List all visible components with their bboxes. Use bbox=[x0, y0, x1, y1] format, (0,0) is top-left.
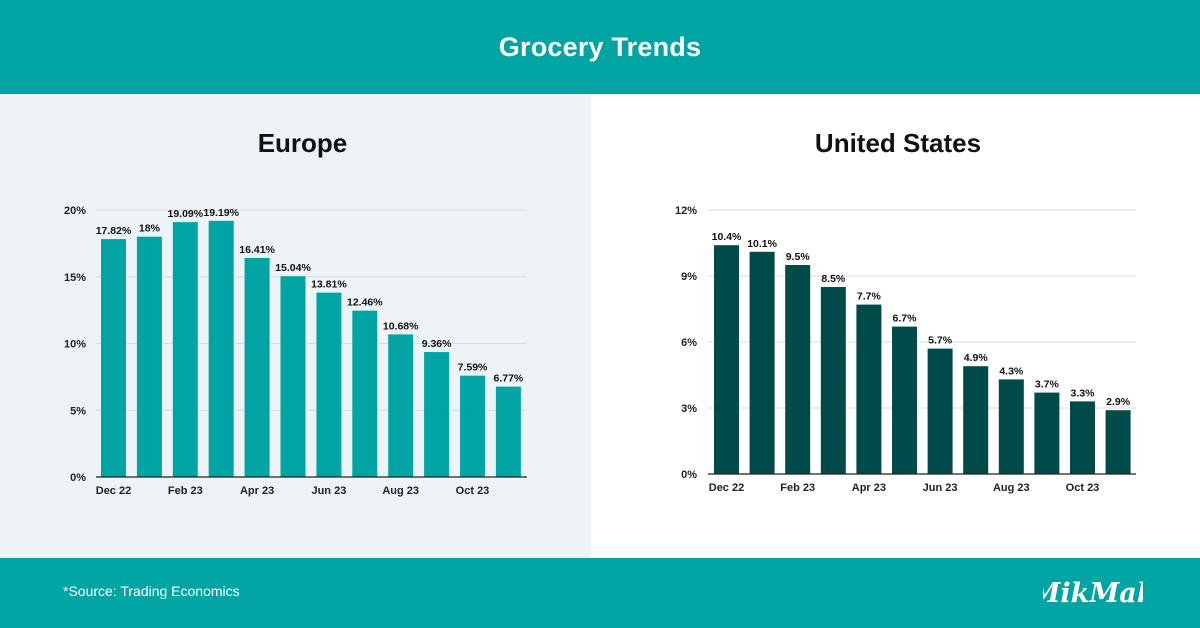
footer-banner: *Source: Trading Economics MikMak bbox=[0, 558, 1200, 628]
data-label: 9.5% bbox=[786, 251, 811, 263]
bar bbox=[714, 245, 739, 474]
y-tick-label: 20% bbox=[64, 205, 86, 217]
bar bbox=[785, 265, 811, 474]
source-note: *Source: Trading Economics bbox=[63, 583, 240, 599]
page-title: Grocery Trends bbox=[498, 31, 702, 62]
x-tick-label: Aug 23 bbox=[382, 485, 419, 497]
data-label: 18% bbox=[139, 223, 161, 235]
us-chart-title: United States bbox=[814, 128, 982, 158]
bar bbox=[998, 379, 1024, 474]
bar bbox=[1105, 410, 1131, 474]
data-label: 7.7% bbox=[857, 291, 882, 303]
bar bbox=[136, 236, 162, 477]
x-tick-label: Feb 23 bbox=[780, 482, 815, 494]
bar bbox=[1034, 392, 1060, 474]
y-tick-label: 0% bbox=[70, 472, 86, 484]
bar bbox=[460, 375, 485, 477]
data-label: 6.77% bbox=[494, 373, 524, 385]
bar bbox=[388, 334, 414, 477]
x-tick-label: Aug 23 bbox=[993, 482, 1030, 494]
data-label: 3.7% bbox=[1035, 379, 1060, 391]
data-label: 16.41% bbox=[239, 244, 275, 256]
data-label: 4.3% bbox=[999, 365, 1024, 377]
bar bbox=[101, 239, 126, 477]
bar bbox=[244, 257, 270, 477]
y-tick-label: 15% bbox=[64, 272, 86, 284]
x-tick-label: Jun 23 bbox=[923, 482, 958, 494]
us-panel bbox=[591, 94, 1200, 558]
data-label: 9.36% bbox=[422, 338, 452, 350]
header-banner: Grocery Trends bbox=[0, 0, 1200, 94]
bar bbox=[424, 352, 450, 477]
data-label: 19.09% bbox=[167, 208, 203, 220]
data-label: 15.04% bbox=[275, 262, 311, 274]
x-tick-label: Apr 23 bbox=[852, 482, 886, 494]
data-label: 12.46% bbox=[347, 297, 383, 309]
bar bbox=[820, 287, 846, 474]
y-tick-label: 9% bbox=[681, 271, 697, 283]
europe-chart-title: Europe bbox=[257, 128, 348, 158]
data-label: 13.81% bbox=[311, 279, 347, 291]
data-label: 10.1% bbox=[747, 238, 777, 250]
x-tick-label: Apr 23 bbox=[240, 485, 274, 497]
bar bbox=[892, 326, 917, 474]
y-tick-label: 10% bbox=[64, 339, 86, 351]
x-tick-label: Dec 22 bbox=[709, 482, 744, 494]
bar bbox=[856, 304, 882, 474]
bar bbox=[749, 251, 775, 474]
bar bbox=[316, 292, 342, 477]
europe-bar-chart: 0% 5% 10% 15% 20% 17.82% Dec 22 18% 19.09% Feb 23… bbox=[64, 205, 527, 497]
bar bbox=[352, 310, 378, 477]
data-label: 5.7% bbox=[928, 335, 953, 347]
data-label: 8.5% bbox=[821, 273, 846, 285]
data-label: 19.19% bbox=[203, 207, 239, 219]
y-tick-label: 6% bbox=[681, 337, 697, 349]
x-tick-label: Jun 23 bbox=[311, 485, 346, 497]
bar bbox=[172, 222, 198, 477]
data-label: 10.68% bbox=[383, 320, 419, 332]
x-tick-label: Dec 22 bbox=[96, 485, 131, 497]
data-label: 17.82% bbox=[96, 225, 132, 237]
x-tick-label: Oct 23 bbox=[1066, 482, 1100, 494]
y-tick-label: 0% bbox=[681, 469, 697, 481]
data-label: 10.4% bbox=[712, 231, 742, 243]
bar bbox=[1070, 401, 1095, 474]
logo-text: MikMak bbox=[1043, 578, 1143, 609]
x-tick-label: Feb 23 bbox=[168, 485, 203, 497]
bar bbox=[495, 386, 521, 477]
data-label: 6.7% bbox=[893, 313, 918, 325]
data-label: 2.9% bbox=[1106, 396, 1131, 408]
y-tick-label: 3% bbox=[681, 403, 697, 415]
data-label: 3.3% bbox=[1071, 387, 1096, 399]
data-label: 7.59% bbox=[458, 362, 488, 374]
x-tick-label: Oct 23 bbox=[456, 485, 490, 497]
bar bbox=[963, 366, 989, 474]
bar bbox=[280, 276, 306, 477]
data-label: 4.9% bbox=[964, 352, 989, 364]
mikmak-logo: MikMak bbox=[1043, 578, 1143, 609]
bar bbox=[927, 348, 953, 474]
y-tick-label: 12% bbox=[675, 205, 697, 217]
y-tick-label: 5% bbox=[70, 405, 86, 417]
bar bbox=[208, 220, 234, 477]
